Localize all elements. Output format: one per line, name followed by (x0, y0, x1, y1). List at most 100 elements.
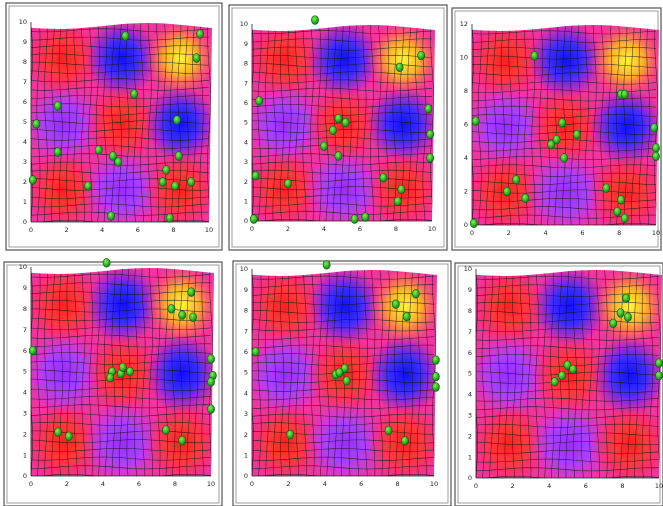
y-tick-label: 2 (244, 178, 248, 186)
heatmap-blob (529, 402, 610, 478)
heatmap-blob (31, 23, 99, 96)
grid-line (95, 23, 100, 222)
x-tick-label: 6 (580, 229, 584, 237)
grid-line (416, 270, 421, 476)
data-point (64, 431, 73, 441)
data-point (393, 196, 402, 207)
x-tick-label: 10 (207, 480, 215, 488)
data-point (512, 175, 521, 185)
grid-line (252, 336, 435, 340)
data-point (652, 143, 660, 153)
y-tick-label: 1 (23, 451, 27, 459)
grid-line (318, 270, 323, 476)
x-tick-label: 10 (430, 480, 438, 488)
grid-line (31, 78, 210, 83)
grid-line (140, 23, 145, 222)
grid-line (302, 25, 307, 221)
y-tick-label: 1 (244, 198, 248, 206)
data-point (106, 373, 115, 383)
data-point (53, 101, 62, 111)
data-point (54, 427, 62, 437)
grid-line (31, 95, 209, 99)
grid-line (252, 178, 433, 182)
grid-line (371, 270, 376, 476)
grid-line (81, 268, 86, 476)
heatmap-blob (367, 25, 435, 97)
chart-panel-6: 0 2 4 6 8 10 0 1 2 3 4 5 6 7 8 9 10 (454, 262, 663, 506)
grid-line (81, 23, 85, 222)
grid-line (252, 396, 435, 401)
grid-line (476, 310, 660, 315)
grid-line (31, 343, 211, 348)
y-tick-label: 5 (23, 368, 27, 376)
grid-line (207, 23, 211, 222)
grid-line (31, 45, 210, 49)
grid-line (272, 25, 277, 221)
grid-line (580, 270, 585, 478)
grid-line (472, 114, 657, 118)
grid-line (295, 25, 299, 221)
grid-line (649, 270, 654, 478)
grid-line (31, 128, 210, 133)
x-tick-label: 6 (136, 226, 140, 234)
grid-line (539, 25, 543, 225)
grid-line (31, 334, 212, 339)
y-tick-label: 4 (23, 389, 27, 397)
data-point (655, 358, 663, 368)
y-tick-label: 4 (468, 391, 472, 399)
grid-line (31, 456, 212, 461)
grid-line (476, 432, 660, 437)
x-tick-label: 4 (323, 480, 327, 488)
chart-panel-1: 0 2 4 6 8 10 0 1 2 3 4 5 6 7 8 9 10 (5, 2, 223, 251)
y-tick-label: 8 (244, 60, 248, 68)
grid-line (407, 25, 412, 221)
grid-line (476, 380, 660, 385)
grid-line (252, 161, 433, 166)
grid-line (252, 465, 434, 470)
grid-line (31, 465, 212, 470)
grid-line (631, 25, 635, 225)
x-tick-label: 8 (173, 480, 177, 488)
grid-line (31, 211, 209, 216)
grid-line (257, 270, 262, 476)
heatmap-blob (368, 270, 437, 346)
grid-line (194, 268, 198, 476)
y-tick-label: 10 (464, 265, 472, 273)
grid-line (554, 25, 559, 225)
data-point (342, 376, 351, 386)
y-tick-label: 5 (23, 118, 27, 126)
heatmap-blob (83, 400, 163, 476)
y-tick-label: 7 (244, 327, 248, 335)
data-point (550, 377, 559, 387)
grid-line (619, 270, 623, 478)
grid-line (141, 268, 146, 476)
heatmap-surface (31, 268, 214, 476)
grid-line (31, 220, 210, 222)
heatmap-blob (529, 25, 603, 99)
data-point (284, 178, 292, 189)
data-point (187, 287, 196, 297)
grid-line (288, 270, 292, 476)
data-point (417, 50, 426, 61)
x-tick-label: 4 (544, 229, 548, 237)
x-tick-label: 2 (286, 225, 290, 233)
grid-line (66, 268, 71, 476)
grid-line (481, 270, 486, 478)
grid-line (252, 327, 435, 332)
data-point (178, 435, 187, 446)
grid-line (31, 308, 212, 313)
y-tick-label: 8 (468, 307, 472, 315)
heatmap-surface (476, 270, 662, 478)
grid-line (252, 210, 433, 215)
grid-line (472, 189, 657, 194)
grid-line (370, 25, 374, 221)
data-point (652, 151, 660, 162)
grid-line (476, 336, 660, 341)
y-tick-label: 9 (468, 286, 472, 294)
panel-inner-frame (231, 7, 445, 248)
grid-line (252, 344, 435, 349)
y-tick-label: 0 (244, 472, 248, 480)
data-point (249, 214, 258, 224)
y-tick-label: 9 (23, 284, 27, 292)
data-point (530, 51, 539, 61)
